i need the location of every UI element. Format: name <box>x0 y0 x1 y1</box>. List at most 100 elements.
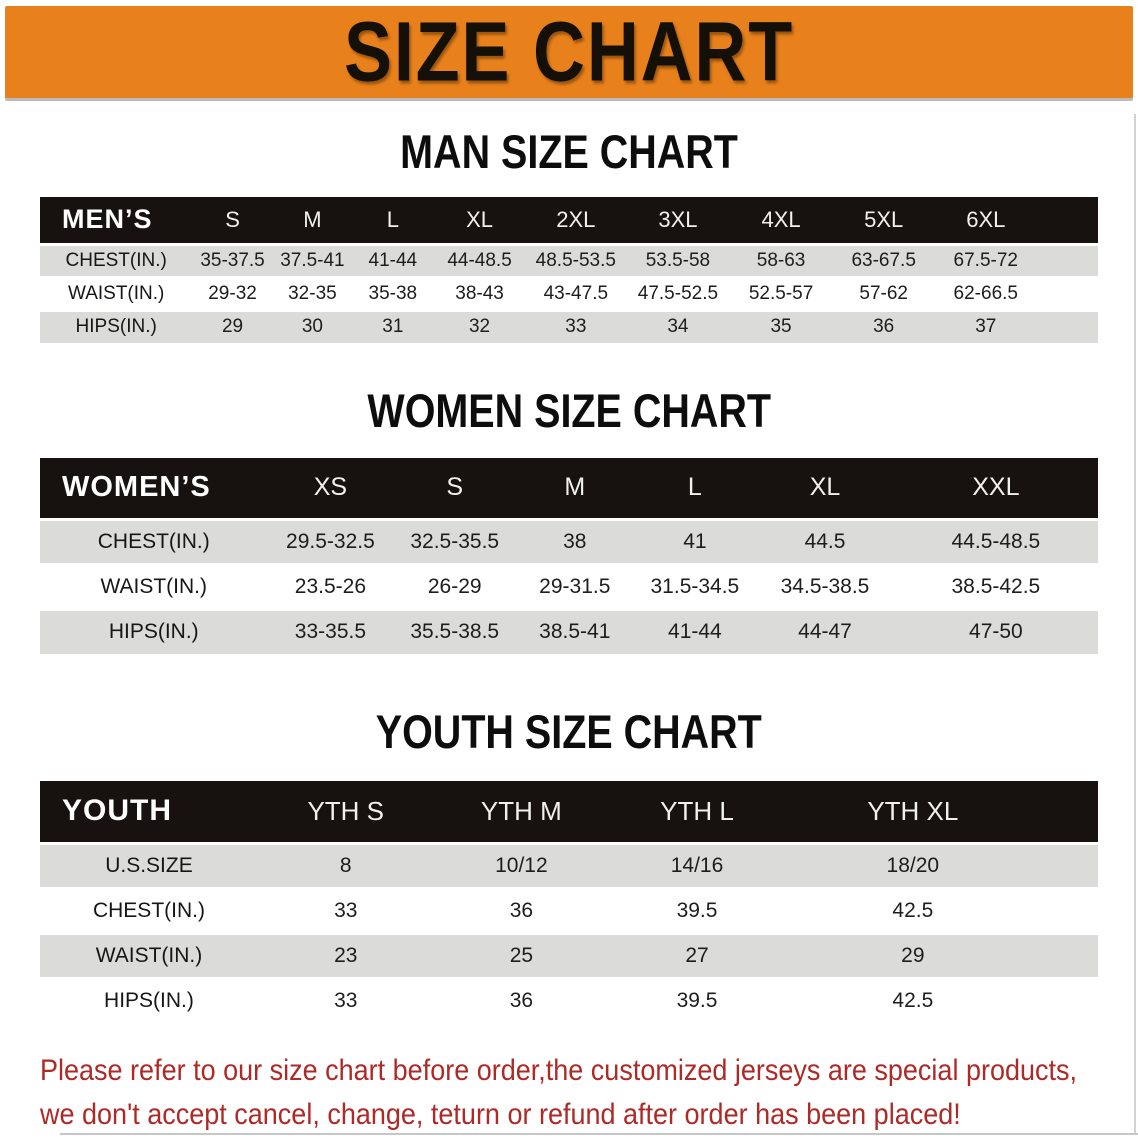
youth-row-filler <box>1040 841 1098 888</box>
notice-line: we don't accept cancel, change, teturn o… <box>40 1093 1138 1137</box>
women-size-value-cell: 44.5-48.5 <box>893 517 1098 564</box>
youth-row-filler <box>1040 931 1098 978</box>
youth-header-row: YOUTH YTH S YTH M YTH L YTH XL <box>40 781 1098 843</box>
women-table-row: CHEST(IN.) 29.5-32.5 32.5-35.5 38 41 44.5 44.5… <box>40 517 1098 564</box>
men-section-heading: MAN SIZE CHART <box>0 128 1138 175</box>
youth-section-heading-text: YOUTH SIZE CHART <box>375 705 763 758</box>
youth-table-row: U.S.SIZE 8 10/12 14/16 18/20 <box>40 841 1098 888</box>
women-size-value-cell: 41 <box>633 517 757 564</box>
women-section-heading-text: WOMEN SIZE CHART <box>367 384 771 437</box>
men-size-value-cell: 47.5-52.5 <box>626 275 730 310</box>
women-size-value-cell: 47-50 <box>893 607 1098 654</box>
men-size-value-cell: 33 <box>525 308 627 343</box>
men-size-value-cell: 57-62 <box>832 275 935 310</box>
men-size-column-header: XL <box>433 197 526 244</box>
youth-size-value-cell: 33 <box>257 886 434 933</box>
men-row-filler <box>1036 242 1098 277</box>
youth-table-row: CHEST(IN.) 33 36 39.5 42.5 <box>40 886 1098 933</box>
men-size-value-cell: 41-44 <box>352 242 434 277</box>
men-size-value-cell: 53.5-58 <box>626 242 730 277</box>
youth-size-column-header: YTH M <box>433 781 610 843</box>
men-size-column-header: S <box>192 197 273 244</box>
women-size-value-cell: 38 <box>516 517 634 564</box>
men-size-value-cell: 37 <box>935 308 1037 343</box>
youth-row-label: U.S.SIZE <box>40 841 258 888</box>
notice-line-1-text: Please refer to our size chart before or… <box>40 1054 1078 1087</box>
youth-size-value-cell: 42.5 <box>784 976 1041 1023</box>
men-size-column-header: 5XL <box>832 197 935 244</box>
men-corner-label: MEN’S <box>40 197 193 244</box>
men-size-value-cell: 52.5-57 <box>729 275 833 310</box>
women-size-value-cell: 44.5 <box>756 517 894 564</box>
men-size-table: MEN’S S M L XL 2XL 3XL 4XL 5XL 6XL CHEST(IN.) 35-37… <box>40 197 1098 343</box>
men-size-value-cell: 67.5-72 <box>935 242 1037 277</box>
men-size-value-cell: 63-67.5 <box>832 242 935 277</box>
women-size-value-cell: 44-47 <box>756 607 894 654</box>
men-size-value-cell: 43-47.5 <box>525 275 627 310</box>
youth-size-value-cell: 29 <box>784 931 1041 978</box>
youth-size-value-cell: 36 <box>433 886 610 933</box>
men-size-value-cell: 62-66.5 <box>935 275 1037 310</box>
men-size-value-cell: 34 <box>626 308 730 343</box>
notice-line: Please refer to our size chart before or… <box>40 1049 1138 1093</box>
men-header-filler <box>1036 197 1098 244</box>
men-size-column-header: 2XL <box>525 197 627 244</box>
youth-size-value-cell: 42.5 <box>784 886 1041 933</box>
men-size-value-cell: 37.5-41 <box>272 242 353 277</box>
men-size-column-header: L <box>352 197 434 244</box>
youth-size-table: YOUTH YTH S YTH M YTH L YTH XL U.S.SIZE 8 10/12… <box>40 781 1098 1023</box>
youth-size-column-header: YTH XL <box>784 781 1041 843</box>
women-size-value-cell: 31.5-34.5 <box>633 562 757 609</box>
youth-size-value-cell: 14/16 <box>609 841 785 888</box>
women-table-row: HIPS(IN.) 33-35.5 35.5-38.5 38.5-41 41-44 44-… <box>40 607 1098 654</box>
sections: MAN SIZE CHART MEN’S S M L XL 2XL 3XL 4XL 5XL 6XL C… <box>0 128 1138 1023</box>
youth-size-column-header: YTH L <box>609 781 785 843</box>
banner-title: SIZE CHART <box>344 4 794 99</box>
men-row-label: WAIST(IN.) <box>40 275 193 310</box>
men-size-column-header: 6XL <box>935 197 1037 244</box>
women-size-table: WOMEN’S XS S M L XL XXL CHEST(IN.) 29.5-32.5 32.5… <box>40 458 1098 654</box>
youth-row-label: HIPS(IN.) <box>40 976 258 1023</box>
youth-size-value-cell: 36 <box>433 976 610 1023</box>
men-table-row: CHEST(IN.) 35-37.5 37.5-41 41-44 44-48.5 48.5… <box>40 242 1098 277</box>
youth-header-filler <box>1040 781 1098 843</box>
women-size-column-header: XXL <box>893 458 1098 519</box>
women-size-value-cell: 32.5-35.5 <box>393 517 517 564</box>
men-size-value-cell: 48.5-53.5 <box>525 242 627 277</box>
women-size-column-header: S <box>393 458 517 519</box>
women-size-value-cell: 29-31.5 <box>516 562 634 609</box>
men-size-value-cell: 38-43 <box>433 275 526 310</box>
men-size-value-cell: 36 <box>832 308 935 343</box>
youth-size-value-cell: 10/12 <box>433 841 610 888</box>
size-chart-page: SIZE CHART MAN SIZE CHART MEN’S S M L XL 2XL 3X… <box>0 6 1138 1137</box>
women-row-label: WAIST(IN.) <box>40 562 268 609</box>
women-section-heading: WOMEN SIZE CHART <box>0 387 1138 434</box>
men-header-row: MEN’S S M L XL 2XL 3XL 4XL 5XL 6XL <box>40 197 1098 244</box>
banner: SIZE CHART <box>5 6 1133 98</box>
men-size-column-header: 3XL <box>626 197 730 244</box>
youth-size-value-cell: 25 <box>433 931 610 978</box>
women-size-value-cell: 35.5-38.5 <box>393 607 517 654</box>
youth-size-column-header: YTH S <box>257 781 434 843</box>
women-size-column-header: L <box>633 458 757 519</box>
men-size-value-cell: 58-63 <box>729 242 833 277</box>
men-size-value-cell: 35-38 <box>352 275 434 310</box>
men-size-column-header: M <box>272 197 353 244</box>
youth-row-label: CHEST(IN.) <box>40 886 258 933</box>
women-corner-label: WOMEN’S <box>40 458 268 519</box>
women-size-column-header: XS <box>267 458 394 519</box>
scan-artifact-right-line <box>1134 114 1136 1134</box>
women-header-row: WOMEN’S XS S M L XL XXL <box>40 458 1098 519</box>
youth-size-value-cell: 27 <box>609 931 785 978</box>
women-size-value-cell: 26-29 <box>393 562 517 609</box>
men-size-value-cell: 29 <box>192 308 273 343</box>
women-size-value-cell: 38.5-42.5 <box>893 562 1098 609</box>
men-size-value-cell: 29-32 <box>192 275 273 310</box>
youth-row-filler <box>1040 886 1098 933</box>
men-size-value-cell: 30 <box>272 308 353 343</box>
youth-size-value-cell: 23 <box>257 931 434 978</box>
women-size-value-cell: 29.5-32.5 <box>267 517 394 564</box>
youth-table-row: WAIST(IN.) 23 25 27 29 <box>40 931 1098 978</box>
men-size-value-cell: 35-37.5 <box>192 242 273 277</box>
men-row-label: HIPS(IN.) <box>40 308 193 343</box>
